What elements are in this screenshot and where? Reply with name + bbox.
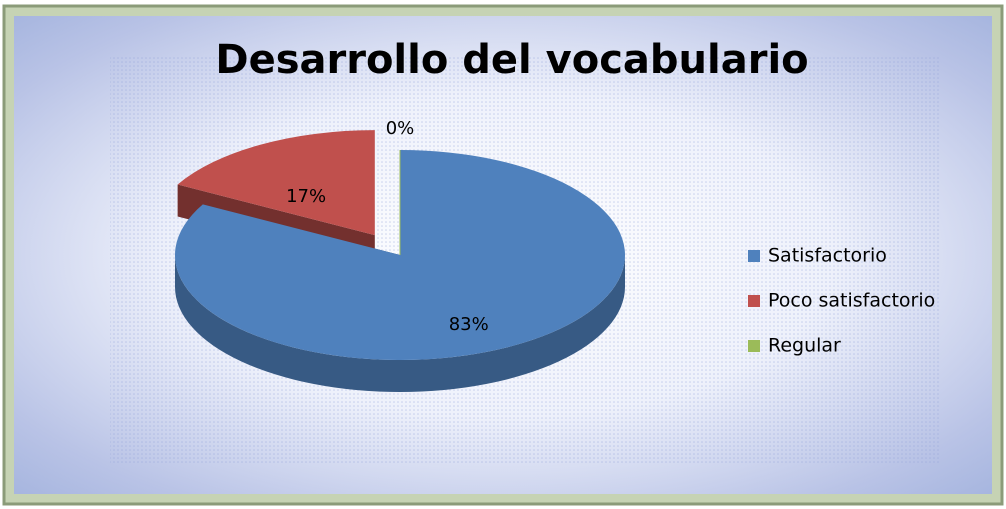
slice-side <box>175 255 625 392</box>
pie: 83% 17% 0% <box>174 118 626 392</box>
data-label: 17% <box>286 186 326 207</box>
legend-label: Poco satisfactorio <box>768 290 935 312</box>
data-label: 0% <box>386 118 415 139</box>
legend: Satisfactorio Poco satisfactorio Regular <box>748 245 935 357</box>
legend-swatch <box>748 295 760 307</box>
legend-swatch <box>748 250 760 262</box>
legend-label: Regular <box>768 335 841 357</box>
legend-label: Satisfactorio <box>768 245 887 267</box>
legend-swatch <box>748 340 760 352</box>
chart-title: Desarrollo del vocabulario <box>215 37 808 83</box>
pie-slice <box>177 130 375 236</box>
data-label: 83% <box>449 314 489 335</box>
